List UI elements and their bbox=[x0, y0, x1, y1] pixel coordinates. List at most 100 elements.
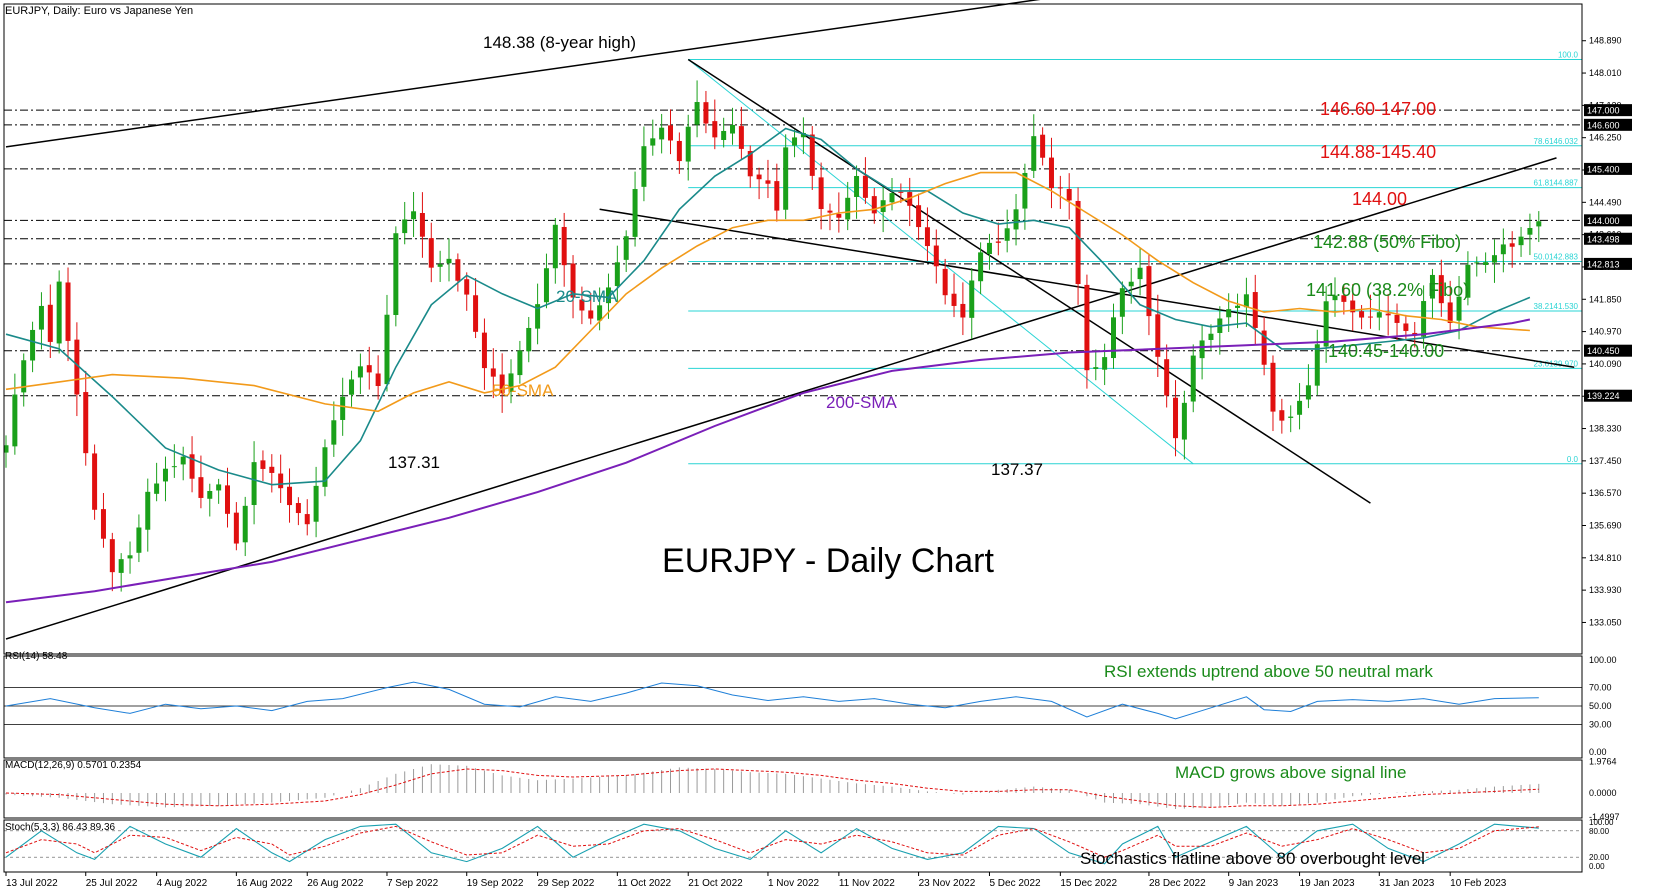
chart-title: EURJPY - Daily Chart bbox=[662, 542, 994, 580]
candle-body bbox=[676, 140, 682, 162]
candle-body bbox=[1297, 400, 1303, 415]
stochastic-panel bbox=[4, 823, 1582, 865]
candle-body bbox=[986, 242, 992, 255]
candle-body bbox=[340, 396, 346, 420]
candle-body bbox=[800, 132, 806, 138]
candle-body bbox=[1491, 255, 1497, 263]
rsi-panel bbox=[4, 681, 1582, 725]
x-tick-label: 19 Jan 2023 bbox=[1300, 878, 1355, 888]
stoch-tick-label: 20.00 bbox=[1589, 853, 1610, 862]
candle-body bbox=[916, 205, 922, 228]
candle-body bbox=[233, 512, 239, 544]
candle-body bbox=[481, 332, 487, 369]
candle-body bbox=[588, 310, 594, 319]
candle-body bbox=[1075, 200, 1081, 285]
level-price-tag bbox=[1584, 162, 1632, 175]
candle-body bbox=[783, 147, 789, 210]
label-200-sma: 200-SMA bbox=[826, 393, 898, 412]
level-price-tag bbox=[1584, 344, 1632, 357]
candle-body bbox=[38, 305, 44, 330]
macd-note: MACD grows above signal line bbox=[1175, 763, 1407, 782]
candle-body bbox=[1155, 314, 1161, 357]
candle-body bbox=[1314, 344, 1320, 386]
y-tick-label: 141.850 bbox=[1589, 294, 1622, 304]
candle-body bbox=[535, 304, 541, 329]
candle-body bbox=[1057, 187, 1063, 189]
candle-body bbox=[1483, 262, 1489, 266]
candle-body bbox=[1367, 316, 1373, 318]
candle-body bbox=[402, 219, 408, 234]
candle-body bbox=[1305, 385, 1311, 400]
x-tick-label: 31 Jan 2023 bbox=[1379, 878, 1434, 888]
candle-body bbox=[1111, 317, 1116, 359]
candle-body bbox=[721, 130, 727, 140]
candle-body bbox=[765, 180, 771, 184]
candle-body bbox=[1270, 362, 1276, 412]
annotation-low-137-31: 137.31 bbox=[388, 453, 440, 472]
candle-body bbox=[862, 175, 868, 198]
candle-body bbox=[162, 468, 168, 482]
candle-body bbox=[207, 490, 213, 499]
candle-body bbox=[1403, 323, 1409, 331]
x-tick-label: 21 Oct 2022 bbox=[688, 878, 743, 888]
candle-body bbox=[668, 125, 673, 141]
candle-body bbox=[278, 473, 284, 489]
candle-body bbox=[1226, 309, 1232, 318]
candle-body bbox=[1527, 228, 1533, 235]
x-tick-label: 4 Aug 2022 bbox=[157, 878, 208, 888]
x-tick-label: 25 Jul 2022 bbox=[86, 878, 138, 888]
candle-body bbox=[180, 456, 186, 465]
fibo-level-label: 100.0 bbox=[1558, 50, 1579, 59]
sma-line bbox=[5, 171, 1530, 413]
y-tick-label: 146.250 bbox=[1589, 133, 1622, 143]
candle-body bbox=[543, 268, 549, 303]
y-tick-label: 140.970 bbox=[1589, 327, 1622, 337]
candle-body bbox=[605, 287, 611, 304]
candle-body bbox=[1190, 355, 1196, 402]
y-tick-label: 133.930 bbox=[1589, 585, 1622, 595]
candle-body bbox=[100, 509, 106, 539]
candle-body bbox=[56, 281, 62, 344]
fibo-level-label: 38.2141.530 bbox=[1534, 302, 1579, 311]
candle-body bbox=[738, 126, 744, 149]
y-tick-label: 148.010 bbox=[1589, 68, 1622, 78]
candle-body bbox=[47, 304, 53, 342]
price-panel-frame bbox=[3, 3, 1583, 655]
fibo-level-label: 61.8144.887 bbox=[1534, 179, 1579, 188]
candle-body bbox=[818, 177, 824, 210]
candle-body bbox=[703, 102, 709, 124]
stoch-note: Stochastics flatline above 80 overbought… bbox=[1080, 849, 1425, 868]
candle-body bbox=[978, 252, 984, 282]
annotation-low-137-37: 137.37 bbox=[991, 460, 1043, 479]
candle-body bbox=[216, 484, 222, 491]
candle-body bbox=[375, 373, 381, 387]
x-tick-label: 11 Nov 2022 bbox=[839, 878, 895, 888]
candle-body bbox=[304, 514, 310, 525]
candle-body bbox=[1536, 221, 1542, 227]
rsi-tick-label: 30.00 bbox=[1589, 719, 1612, 729]
candle-body bbox=[1332, 295, 1338, 301]
candle-body bbox=[827, 210, 833, 213]
level-price-tag-label: 140.450 bbox=[1587, 346, 1620, 356]
candle-body bbox=[570, 263, 576, 298]
candle-body bbox=[960, 303, 966, 318]
candle-body bbox=[898, 191, 904, 193]
candle-body bbox=[597, 305, 603, 321]
candle-body bbox=[3, 445, 9, 453]
candle-body bbox=[83, 392, 89, 454]
candle-body bbox=[730, 124, 736, 134]
y-tick-label: 144.490 bbox=[1589, 197, 1622, 207]
candle-body bbox=[774, 181, 780, 211]
candle-body bbox=[1066, 188, 1072, 201]
candle-body bbox=[1429, 274, 1435, 299]
candle-body bbox=[526, 327, 532, 352]
rsi-line bbox=[5, 681, 1539, 720]
fibo-level-label: 0.0 bbox=[1567, 455, 1579, 464]
candle-body bbox=[393, 233, 399, 315]
candle-body bbox=[154, 483, 160, 494]
candle-body bbox=[331, 420, 337, 445]
label-20-sma: 20-SMA bbox=[556, 287, 618, 306]
candle-body bbox=[30, 329, 36, 361]
candle-body bbox=[455, 259, 461, 281]
candle-body bbox=[1004, 228, 1010, 241]
